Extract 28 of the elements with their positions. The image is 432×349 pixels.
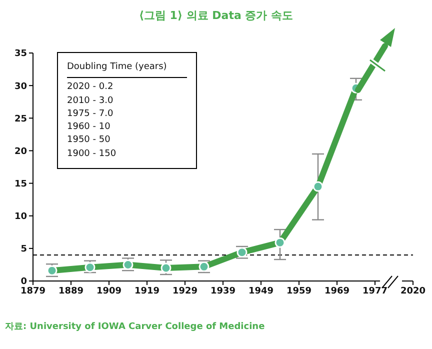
x-tick-label: 1879 xyxy=(20,286,46,296)
x-tick-label: 1889 xyxy=(58,286,84,296)
x-tick-label: 1929 xyxy=(172,286,198,296)
x-tick-label: 1969 xyxy=(324,286,350,296)
y-tick-label: 15 xyxy=(14,179,27,190)
y-tick-label: 0 xyxy=(20,277,27,288)
x-tick-label: 1949 xyxy=(248,286,274,296)
x-tick-label: 1909 xyxy=(96,286,122,296)
annotation: 1960 - 10 xyxy=(67,121,112,134)
y-tick-label: 10 xyxy=(14,212,27,222)
annotation: 1900 - 150 xyxy=(67,148,118,161)
annotation: Doubling Time (years) xyxy=(67,61,187,78)
y-tick-label: 5 xyxy=(20,244,27,255)
x-tick-label: 2020 xyxy=(400,286,426,296)
y-tick-label: 30 xyxy=(14,82,27,92)
annotation: 2010 - 3.0 xyxy=(67,94,114,108)
y-tick-label: 35 xyxy=(14,49,27,60)
y-tick-label: 25 xyxy=(14,114,27,124)
y-tick-label: 20 xyxy=(14,146,27,157)
x-tick-label: 1939 xyxy=(210,286,236,296)
x-tick-label: 1919 xyxy=(134,286,160,296)
text: 자료: University of IOWA Carver College of Medicine xyxy=(5,321,265,333)
annotation: 1975 - 7.0 xyxy=(67,108,114,121)
chart-title: ⟨그림 1⟩ 의료 Data 증가 속도 xyxy=(138,8,294,23)
x-tick-label: 1959 xyxy=(286,286,312,296)
x-tick-label: 1977 xyxy=(362,286,388,296)
annotation: 1950 - 50 xyxy=(67,134,112,148)
annotation: 2020 - 0.2 xyxy=(67,81,114,94)
